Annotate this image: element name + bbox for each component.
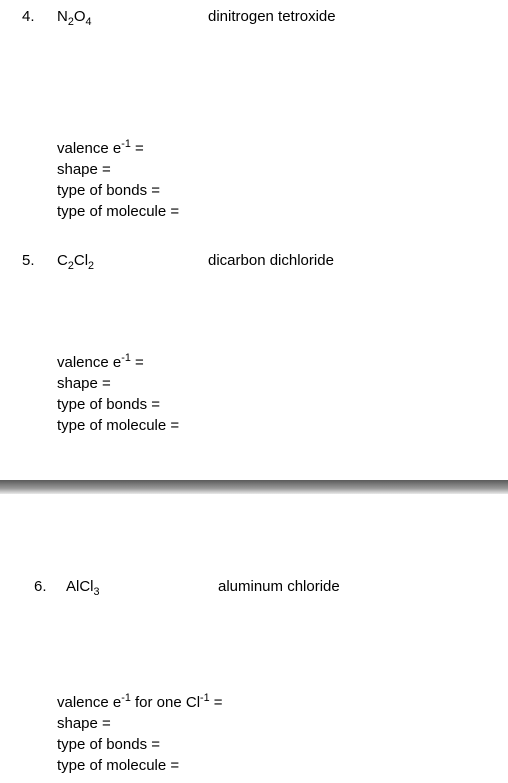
- question-number: 5.: [22, 252, 35, 269]
- question-property: valence e-1 =: [57, 140, 144, 157]
- question-number: 6.: [34, 578, 47, 595]
- question-property: valence e-1 =: [57, 354, 144, 371]
- question-property: type of molecule =: [57, 757, 179, 774]
- question-formula: AlCl3: [66, 578, 100, 595]
- question-property: shape =: [57, 715, 111, 732]
- question-formula: N2O4: [57, 8, 92, 25]
- question-property: type of molecule =: [57, 417, 179, 434]
- question-property: type of molecule =: [57, 203, 179, 220]
- question-property: valence e-1 for one Cl-1 =: [57, 694, 223, 711]
- question-property: shape =: [57, 375, 111, 392]
- question-formula: C2Cl2: [57, 252, 94, 269]
- question-number: 4.: [22, 8, 35, 25]
- question-compound-name: aluminum chloride: [218, 578, 340, 595]
- question-property: type of bonds =: [57, 396, 160, 413]
- question-property: shape =: [57, 161, 111, 178]
- question-property: type of bonds =: [57, 182, 160, 199]
- question-property: type of bonds =: [57, 736, 160, 753]
- question-compound-name: dinitrogen tetroxide: [208, 8, 336, 25]
- question-compound-name: dicarbon dichloride: [208, 252, 334, 269]
- page-divider: [0, 480, 508, 494]
